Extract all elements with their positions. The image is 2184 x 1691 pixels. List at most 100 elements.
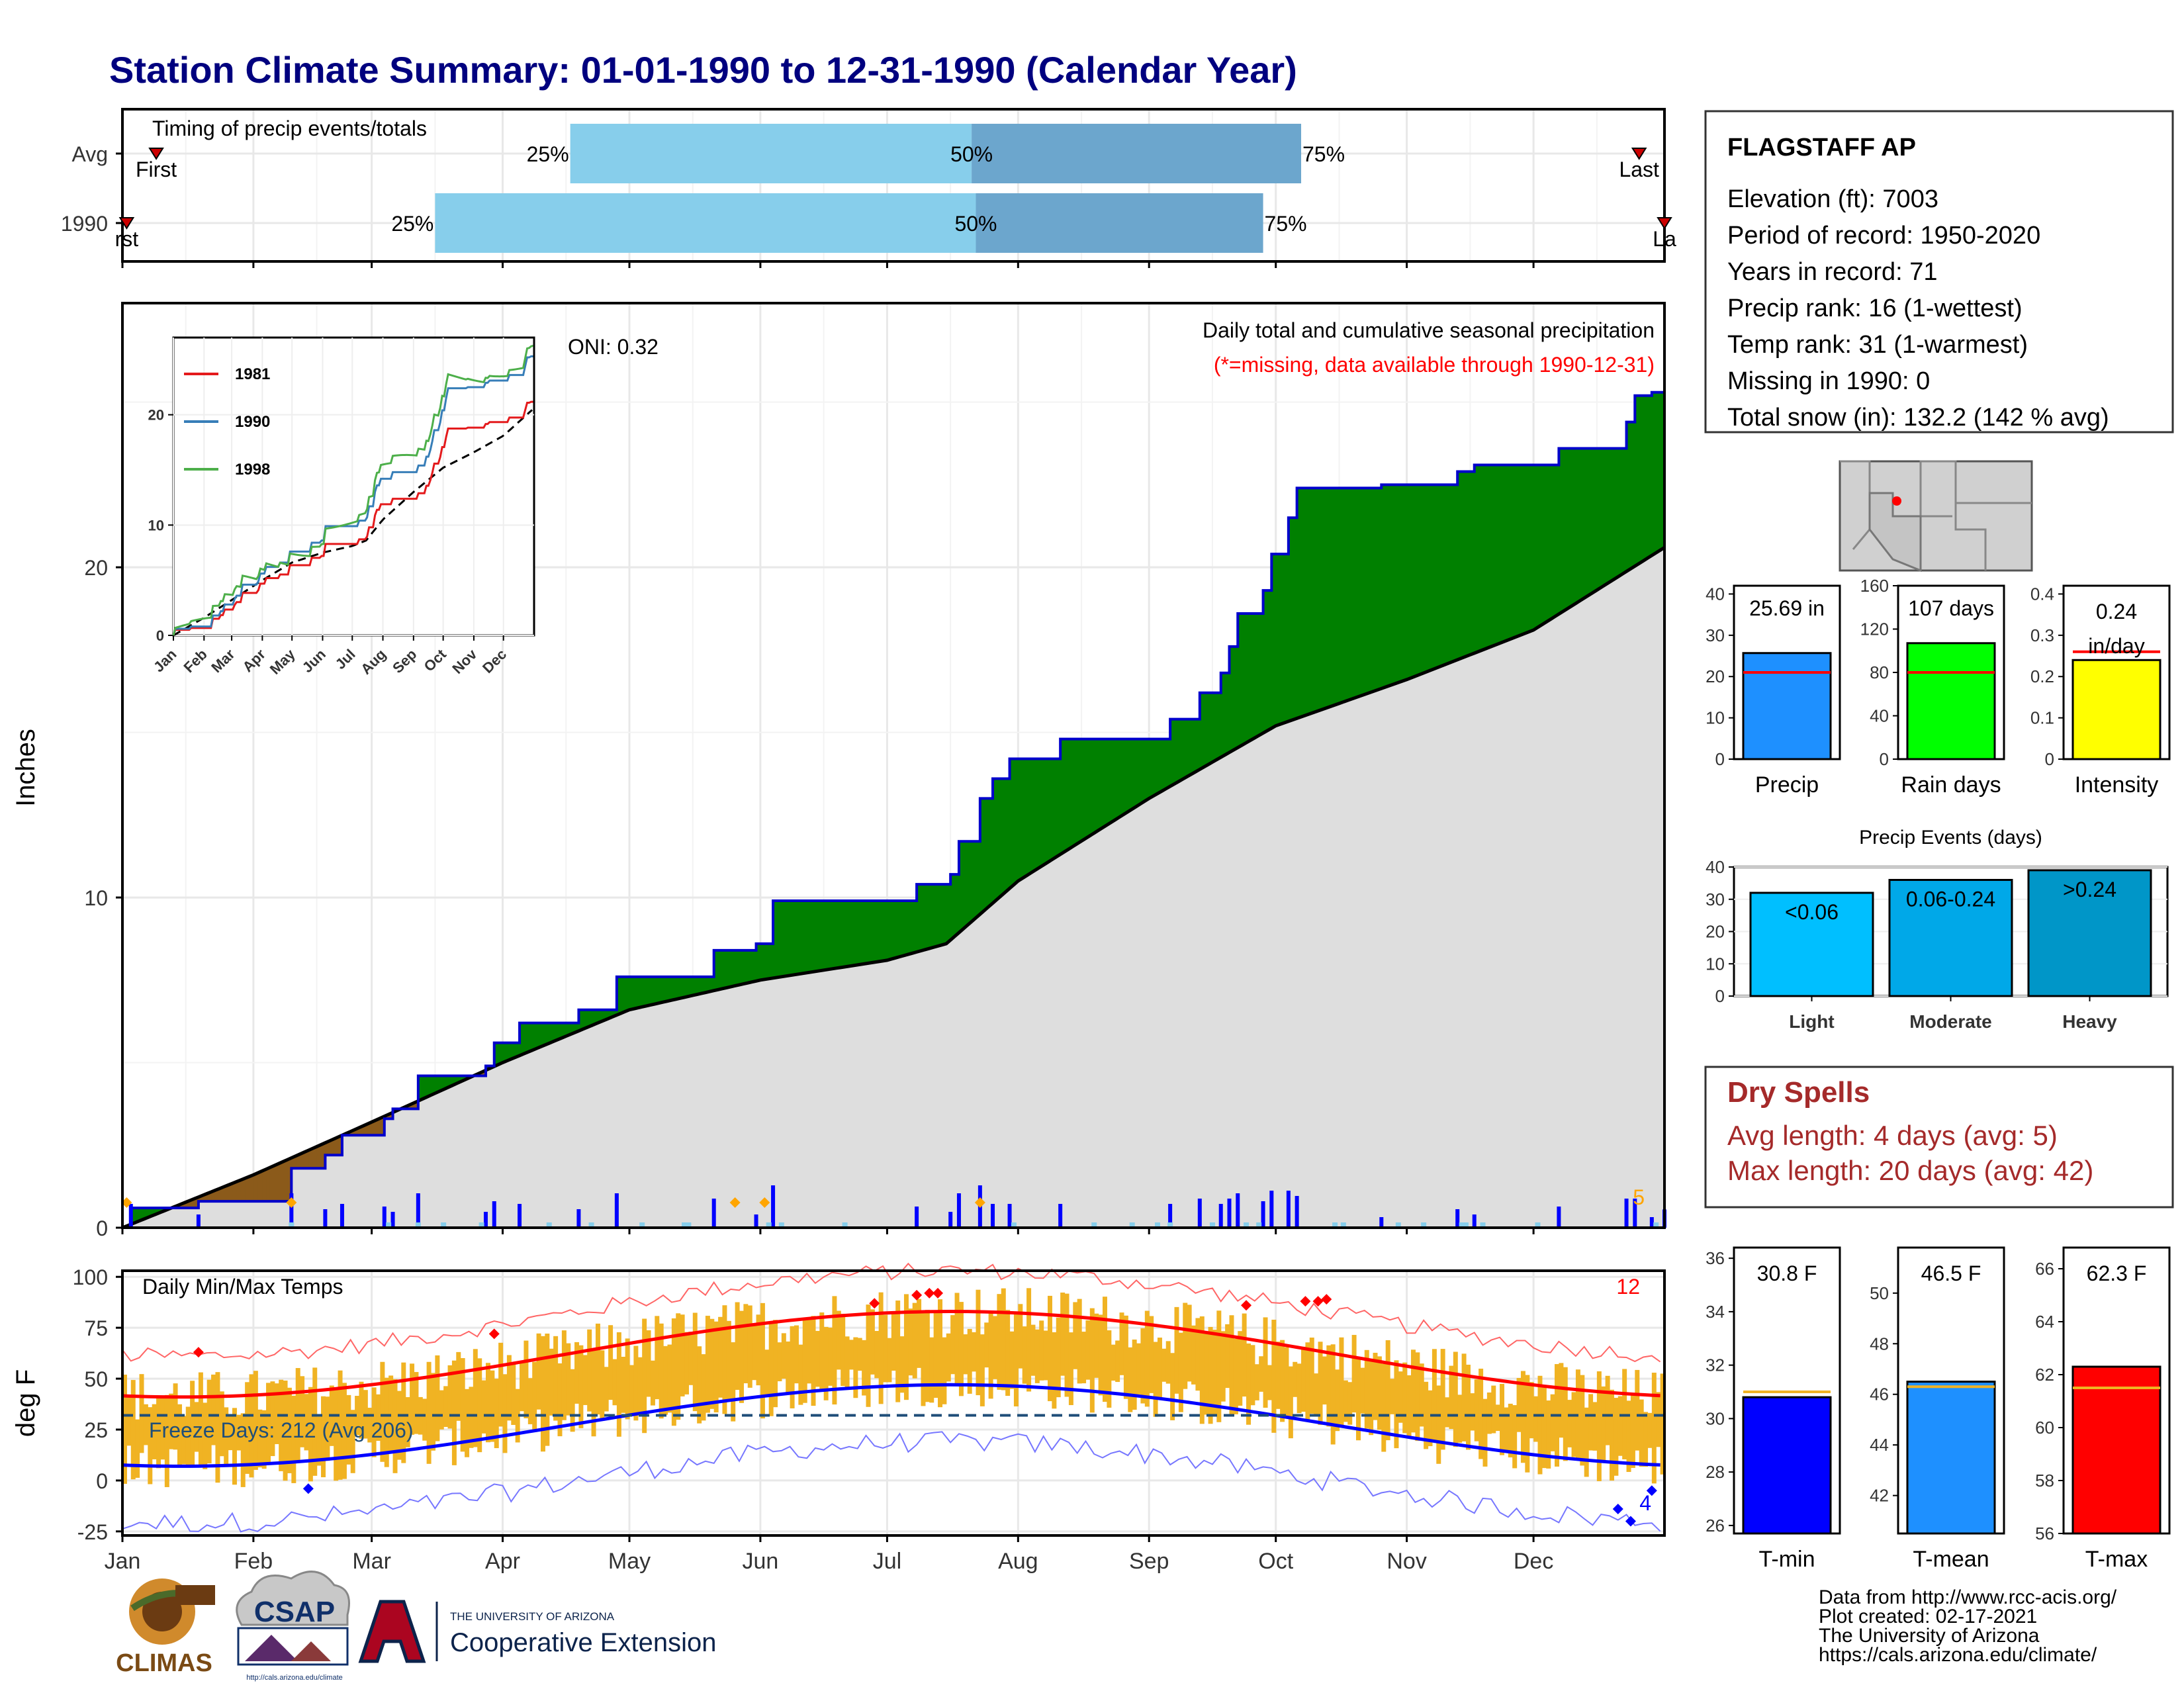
daily-temp-bar xyxy=(1605,1375,1610,1445)
record-high-marker xyxy=(1321,1294,1332,1305)
daily-temp-bar xyxy=(520,1362,525,1412)
daily-temp-bar xyxy=(1195,1318,1201,1391)
summary-ytick-label: 30 xyxy=(1706,625,1725,645)
daily-temp-bar xyxy=(215,1372,220,1483)
data-credits: Data from http://www.rcc-acis.org/ Plot … xyxy=(1819,1586,2117,1666)
daily-temp-bar xyxy=(1225,1324,1230,1389)
daily-temp-bar xyxy=(1305,1342,1310,1422)
temp-bar-name: T-max xyxy=(2085,1547,2148,1572)
record-max-line xyxy=(122,1262,1661,1363)
trace-precip-marker xyxy=(1129,1222,1135,1226)
daily-temp-bar xyxy=(185,1406,191,1468)
snow-event-marker xyxy=(974,1197,985,1208)
daily-temp-bar xyxy=(1647,1412,1653,1448)
daily-temp-bar xyxy=(460,1358,465,1452)
daily-temp-bar xyxy=(122,1374,127,1484)
daily-precip-bar xyxy=(390,1212,395,1228)
precip-ytick-label: 10 xyxy=(84,886,108,910)
record-low-marker xyxy=(1625,1516,1636,1527)
daily-temp-bar xyxy=(1335,1369,1340,1432)
daily-temp-bar xyxy=(1233,1338,1238,1414)
timing-bars xyxy=(435,124,1302,253)
daily-temp-bar xyxy=(431,1373,435,1451)
temp-bar-ytick-label: 32 xyxy=(1706,1355,1725,1375)
trace-precip-marker xyxy=(1480,1222,1486,1226)
summary-ytick-label: 80 xyxy=(1870,663,1889,682)
month-label: May xyxy=(608,1549,651,1574)
temp-value-label: 46.5 F xyxy=(1921,1261,1981,1285)
daily-temp-bar xyxy=(206,1379,212,1464)
station-name: FLAGSTAFF AP xyxy=(1727,134,1916,161)
daily-temp-bar xyxy=(883,1314,888,1383)
trace-precip-marker xyxy=(478,1222,484,1226)
daily-temp-bar xyxy=(515,1389,520,1443)
temp-bar-ytick-label: 28 xyxy=(1706,1462,1725,1482)
trace-precip-marker xyxy=(1535,1222,1541,1226)
daily-temp-bar xyxy=(1445,1397,1450,1428)
month-axis: Jan Feb Mar Apr May Jun Jul Aug Sep Oct Nov Dec xyxy=(105,1535,1553,1574)
summary-ytick-label: 40 xyxy=(1870,706,1889,726)
credit-line-3: The University of Arizona xyxy=(1819,1625,2040,1647)
daily-temp-bar xyxy=(1470,1393,1475,1431)
month-label: Feb xyxy=(234,1549,273,1574)
daily-temp-bar xyxy=(1144,1310,1150,1407)
daily-temp-bar xyxy=(1541,1387,1547,1469)
temp-bar-ytick-label: 48 xyxy=(1870,1334,1889,1353)
daily-temp-bar xyxy=(1111,1344,1116,1381)
events-category-label: Heavy xyxy=(2062,1011,2117,1032)
daily-temp-bar xyxy=(1588,1394,1594,1451)
daily-temp-bar xyxy=(1584,1407,1589,1477)
credit-line-1: Data from http://www.rcc-acis.org/ xyxy=(1819,1586,2117,1608)
daily-temp-bar xyxy=(773,1320,778,1408)
daily-temp-bar xyxy=(1208,1326,1213,1424)
daily-temp-bar xyxy=(1461,1353,1467,1441)
daily-temp-bar xyxy=(1377,1356,1382,1430)
trace-precip-marker xyxy=(588,1222,594,1226)
daily-temp-bar xyxy=(1123,1315,1128,1399)
daily-temp-bar xyxy=(802,1320,807,1403)
normal-cumulative-line xyxy=(122,546,1666,1230)
temp-ytick-label: -25 xyxy=(77,1520,108,1544)
trace-precip-marker xyxy=(1395,1222,1401,1226)
daily-temp-bar xyxy=(848,1340,854,1370)
daily-temp-bar xyxy=(870,1309,875,1375)
daily-temp-bar xyxy=(1212,1330,1217,1416)
oni-label: ONI: 0.32 xyxy=(568,335,659,359)
daily-temp-bar xyxy=(972,1332,977,1372)
summary-bar-charts: 0 10 20 30 40 25.69 in Precip 0 40 80 120 160 107 da… xyxy=(1706,576,2171,798)
summary-bar-Precip xyxy=(1742,652,1832,760)
daily-temp-bar xyxy=(752,1323,757,1381)
daily-temp-bar xyxy=(731,1342,736,1422)
daily-temp-bar xyxy=(1068,1332,1073,1406)
record-high-marker xyxy=(911,1289,923,1301)
daily-temp-bar xyxy=(1085,1320,1091,1380)
trace-precip-marker xyxy=(441,1222,447,1226)
ua-small-text: THE UNIVERSITY OF ARIZONA xyxy=(450,1610,615,1623)
daily-temp-bar xyxy=(1001,1288,1006,1391)
inset-legend-label: 1990 xyxy=(235,413,270,431)
temp-daily-bars xyxy=(122,1262,1665,1533)
daily-precip-bar xyxy=(1633,1199,1637,1228)
daily-temp-bar xyxy=(1026,1288,1032,1392)
daily-temp-bar xyxy=(895,1301,901,1402)
daily-temp-bar xyxy=(1364,1349,1369,1429)
daily-temp-bar xyxy=(1259,1356,1264,1392)
daily-temp-bar xyxy=(921,1310,926,1406)
daily-temp-bar xyxy=(473,1349,478,1447)
record-high-marker xyxy=(1241,1300,1252,1311)
trace-precip-marker xyxy=(415,1222,421,1226)
inset-ytick-label: 0 xyxy=(156,627,164,644)
daily-temp-bar xyxy=(680,1314,685,1396)
month-label: Jan xyxy=(105,1549,141,1574)
last-event-label: La xyxy=(1653,227,1676,251)
daily-temp-bar xyxy=(498,1342,504,1427)
summary-bar-Intensity xyxy=(2071,659,2161,760)
daily-temp-bar xyxy=(384,1377,389,1467)
precip-events-chart: Precip Events (days) 0 10 20 30 40 <0.06 Light 0… xyxy=(1706,827,2169,1032)
trace-precip-marker xyxy=(766,1222,772,1226)
daily-temp-bar xyxy=(739,1310,744,1403)
temp-ytick-label: 0 xyxy=(96,1469,108,1493)
daily-temp-bar xyxy=(1073,1302,1078,1369)
daily-temp-bar xyxy=(283,1380,288,1481)
temp-bar-ytick-label: 42 xyxy=(1870,1486,1889,1506)
